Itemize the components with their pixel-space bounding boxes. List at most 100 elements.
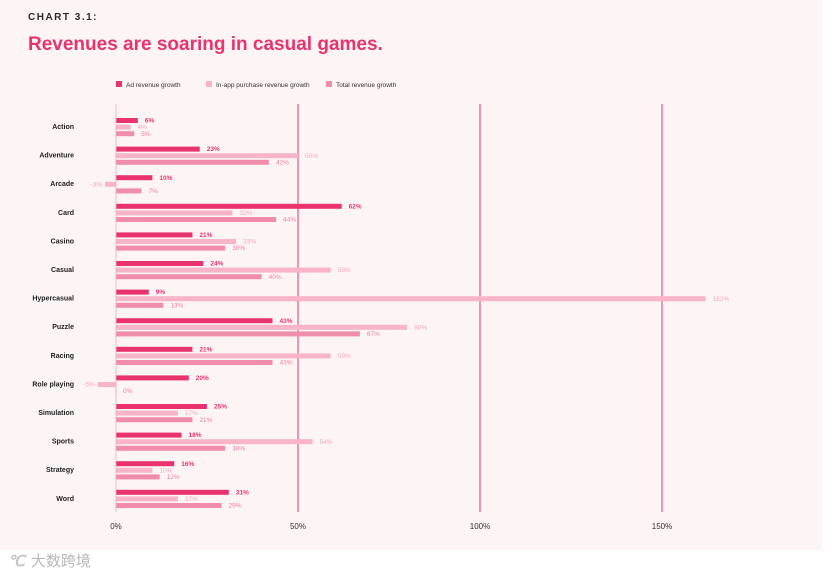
bar (116, 360, 273, 365)
data-label: 43% (280, 318, 293, 325)
data-label: 24% (210, 261, 223, 268)
bar (116, 118, 138, 123)
data-label: 21% (199, 417, 212, 424)
category-label: Action (52, 124, 74, 131)
bar (116, 404, 207, 409)
x-tick-label: 100% (470, 522, 490, 531)
category-label: Casual (51, 267, 74, 274)
bar (116, 432, 182, 438)
data-label: 42% (276, 159, 289, 166)
bar (97, 382, 116, 387)
data-label: 17% (185, 496, 198, 503)
bar (116, 261, 204, 266)
data-label: 30% (232, 245, 245, 252)
data-label: 13% (170, 302, 183, 309)
data-label: 25% (214, 404, 227, 411)
data-label: 162% (713, 296, 730, 303)
bar (116, 239, 237, 244)
data-label: 44% (283, 217, 296, 224)
data-label: 5% (141, 131, 151, 138)
legend-swatch (326, 81, 332, 87)
data-label: 31% (236, 489, 249, 496)
chart-title: Revenues are soaring in casual games. (28, 34, 383, 55)
bar (116, 302, 164, 308)
bar (116, 232, 193, 238)
category-label: Casino (51, 238, 74, 245)
category-label: Adventure (39, 153, 74, 160)
category-label: Word (56, 496, 74, 503)
data-label: 4% (138, 124, 148, 131)
bar (116, 217, 277, 222)
bar (116, 210, 233, 216)
bar (116, 274, 262, 280)
legend-label: Total revenue growth (336, 82, 397, 89)
data-label: 67% (367, 331, 380, 338)
data-label: 43% (280, 360, 293, 367)
data-label: 29% (229, 503, 242, 510)
bar (116, 439, 313, 445)
bar (116, 175, 153, 181)
legend-label: Ad revenue growth (126, 82, 181, 89)
category-label: Role playing (32, 381, 74, 388)
legend-swatch (206, 81, 212, 87)
bar (116, 159, 269, 165)
category-label: Card (58, 210, 74, 217)
bar (116, 474, 160, 480)
category-label: Sports (52, 439, 74, 446)
bar (116, 410, 178, 416)
bar (116, 417, 193, 423)
data-label: 59% (338, 353, 351, 360)
data-label: 20% (196, 375, 209, 382)
data-label: 33% (243, 239, 256, 246)
category-label: Hypercasual (32, 296, 74, 303)
data-label: 54% (320, 439, 333, 446)
watermark-logo-icon: ℃ (8, 552, 25, 570)
data-label: 10% (159, 175, 172, 182)
data-label: 32% (239, 210, 252, 217)
watermark-text: 大数跨境 (30, 553, 91, 570)
bar (116, 131, 135, 137)
bar (116, 146, 200, 152)
data-label: -5% (83, 382, 95, 389)
data-label: 21% (199, 346, 212, 353)
bar (116, 445, 226, 451)
bar (116, 188, 142, 194)
category-label: Puzzle (52, 324, 74, 331)
bar (116, 324, 408, 330)
legend-swatch (116, 81, 122, 87)
bar (116, 375, 189, 381)
x-tick-label: 50% (290, 522, 306, 531)
data-label: 17% (185, 410, 198, 417)
data-label: 80% (414, 324, 427, 331)
bar (116, 496, 178, 502)
data-label: 0% (123, 388, 133, 395)
category-label: Arcade (50, 181, 74, 188)
chart-kicker: CHART 3.1: (28, 12, 99, 23)
bar (116, 461, 175, 467)
bar (116, 467, 153, 473)
bar (116, 353, 331, 359)
bar (116, 318, 273, 324)
bar (116, 296, 706, 302)
bar (116, 267, 331, 273)
watermark: ℃ 大数跨境 (8, 550, 91, 571)
bar (116, 124, 131, 130)
bar (116, 503, 222, 508)
bar (116, 203, 342, 209)
bar (116, 153, 298, 159)
x-tick-label: 150% (652, 522, 672, 531)
data-label: 16% (181, 461, 194, 468)
data-label: 18% (189, 432, 202, 439)
bar (116, 489, 229, 495)
bar-chart: 0% 50% 100% 150% Ad revenue growth In-app pur… (32, 81, 730, 531)
bar (116, 289, 149, 295)
data-label: 50% (305, 153, 318, 160)
bar (105, 181, 116, 187)
data-label: 59% (338, 267, 351, 274)
data-label: 62% (349, 203, 362, 210)
legend-label: In-app purchase revenue growth (216, 82, 310, 89)
data-label: 10% (159, 467, 172, 474)
bar (116, 346, 193, 352)
category-label: Simulation (38, 410, 74, 417)
data-label: 40% (269, 274, 282, 281)
